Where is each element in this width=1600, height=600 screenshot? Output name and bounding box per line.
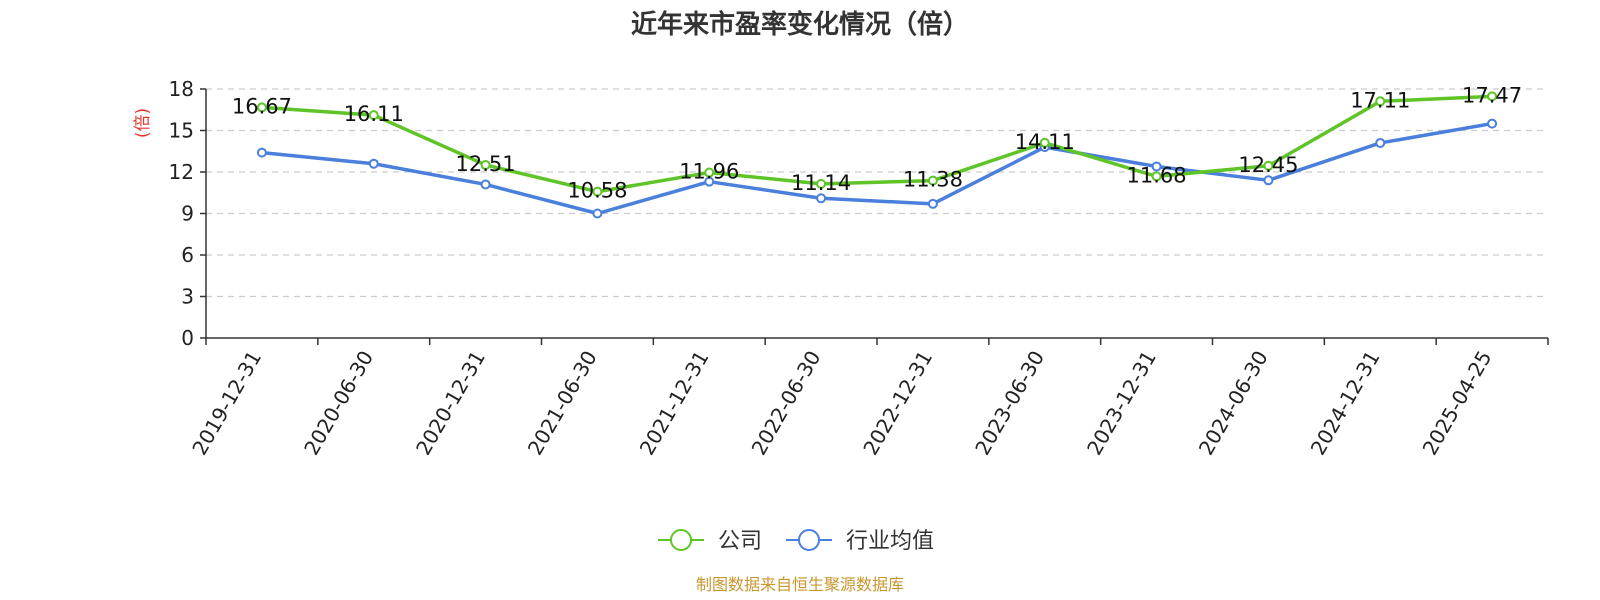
- legend-label: 行业均值: [846, 529, 934, 554]
- y-tick-label: 18: [169, 77, 194, 101]
- series-0: [256, 91, 1498, 197]
- x-tick-label: 2021-06-30: [523, 347, 602, 460]
- data-point: [1263, 160, 1274, 171]
- legend-marker: [670, 529, 692, 551]
- source-note: 制图数据来自恒生聚源数据库: [696, 575, 904, 594]
- data-label: 14.11: [1015, 130, 1075, 154]
- axes: 0 3 6 9 12 15 18 2019-12-31 2020-06-30 2020-12-31…: [169, 77, 1549, 460]
- data-point: [816, 193, 827, 204]
- y-tick-label: 6: [181, 243, 194, 267]
- x-tick-label: 2020-12-31: [411, 347, 490, 460]
- x-tick-label: 2023-12-31: [1082, 347, 1161, 460]
- legend-item[interactable]: 公司: [658, 529, 762, 554]
- x-tick-label: 2019-12-31: [187, 347, 266, 460]
- data-point: [927, 198, 938, 209]
- data-point: [592, 208, 603, 219]
- data-point: [1039, 137, 1050, 148]
- y-tick-label: 9: [181, 202, 194, 226]
- data-point: [256, 147, 267, 158]
- data-label: 16.67: [232, 94, 292, 118]
- x-tick-label: 2023-06-30: [970, 347, 1049, 460]
- data-label: 11.68: [1127, 163, 1187, 187]
- x-tick-label: 2022-12-31: [858, 347, 937, 460]
- data-point: [480, 159, 491, 170]
- data-point: [816, 178, 827, 189]
- x-tick-label: 2024-12-31: [1306, 347, 1385, 460]
- data-label: 16.11: [344, 102, 404, 126]
- legend-marker: [798, 529, 820, 551]
- data-label: 11.14: [791, 171, 851, 195]
- series-line: [260, 94, 1494, 194]
- data-point: [368, 158, 379, 169]
- data-point: [1487, 91, 1498, 102]
- data-label: 17.47: [1462, 83, 1522, 107]
- data-point: [480, 179, 491, 190]
- data-point: [592, 186, 603, 197]
- data-point: [1151, 171, 1162, 182]
- y-tick-label: 0: [181, 326, 194, 350]
- data-label: 11.96: [679, 160, 739, 184]
- x-tick-label: 2021-12-31: [635, 347, 714, 460]
- data-label: 12.51: [456, 152, 516, 176]
- series-line: [260, 121, 1494, 216]
- legend-label: 公司: [718, 529, 762, 554]
- x-tick-label: 2024-06-30: [1194, 347, 1273, 460]
- y-axis-label: (倍): [133, 108, 153, 138]
- x-tick-label: 2025-04-25: [1418, 347, 1497, 460]
- data-point: [368, 110, 379, 121]
- chart-title: 近年来市盈率变化情况（倍）: [631, 9, 969, 40]
- data-point: [1263, 175, 1274, 186]
- y-tick-label: 3: [181, 285, 194, 309]
- data-point: [1487, 118, 1498, 129]
- data-label: 17.11: [1350, 88, 1410, 112]
- data-labels: 16.67 16.11 12.51 10.58 11.96 11.14 11.38 14.11…: [232, 83, 1522, 202]
- data-point: [1375, 137, 1386, 148]
- y-tick-label: 12: [169, 160, 194, 184]
- data-point: [256, 102, 267, 113]
- legend[interactable]: 公司 行业均值: [658, 529, 934, 554]
- data-point: [1151, 161, 1162, 172]
- grid-lines: [206, 88, 1548, 298]
- data-point: [927, 175, 938, 186]
- series-1: [256, 118, 1498, 219]
- data-label: 12.45: [1238, 153, 1298, 177]
- series-layer: [256, 91, 1498, 219]
- data-point: [704, 176, 715, 187]
- data-point: [704, 167, 715, 178]
- data-label: 10.58: [567, 179, 627, 203]
- legend-item[interactable]: 行业均值: [786, 529, 934, 554]
- data-point: [1375, 96, 1386, 107]
- x-tick-label: 2022-06-30: [747, 347, 826, 460]
- y-tick-label: 15: [169, 119, 194, 143]
- x-tick-label: 2020-06-30: [299, 347, 378, 460]
- data-label: 11.38: [903, 168, 963, 192]
